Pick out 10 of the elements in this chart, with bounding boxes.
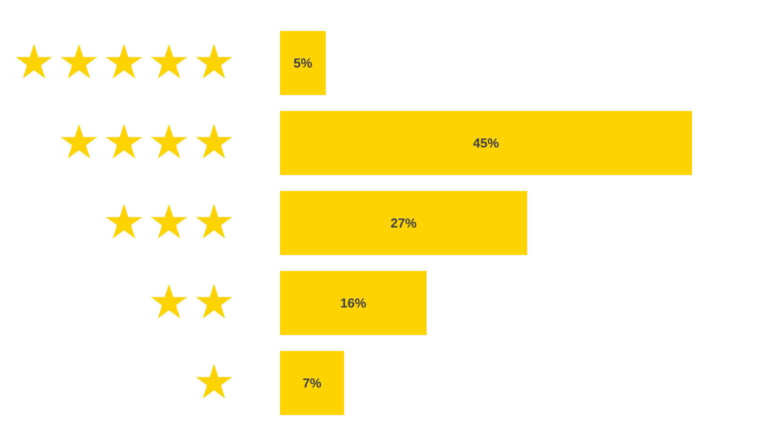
data-label: 5%	[294, 58, 312, 68]
bar	[280, 271, 426, 336]
data-label: 16%	[341, 298, 366, 308]
bar	[280, 31, 326, 96]
data-label: 45%	[473, 138, 499, 148]
data-label: 27%	[391, 218, 416, 228]
bar	[280, 111, 692, 176]
bar	[280, 351, 344, 416]
data-label: 7%	[303, 378, 322, 388]
bar	[280, 191, 528, 256]
